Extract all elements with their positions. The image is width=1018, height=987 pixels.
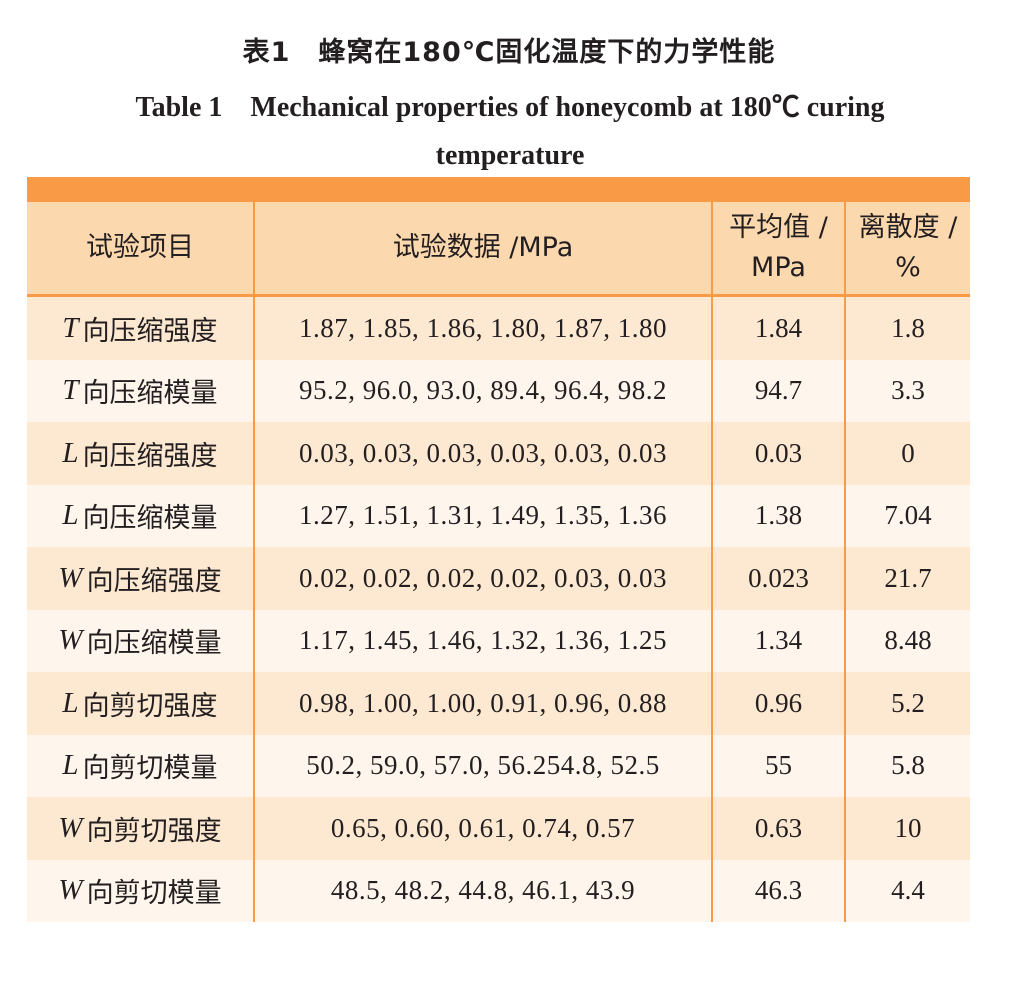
table-row: L 向压缩强度 0.03, 0.03, 0.03, 0.03, 0.03, 0.03… [27, 422, 970, 485]
direction-label: T [62, 374, 79, 407]
cell-test-data: 48.5, 48.2, 44.8, 46.1, 43.9 [255, 859, 713, 922]
cell-average: 1.84 [713, 297, 846, 360]
cell-dispersion: 10 [846, 797, 970, 860]
table-row: W 向剪切模量 48.5, 48.2, 44.8, 46.1, 43.9 46.3 4.… [27, 859, 970, 922]
cell-dispersion: 0 [846, 422, 970, 485]
cell-test-item: W 向压缩模量 [27, 609, 255, 672]
cell-dispersion: 7.04 [846, 484, 970, 547]
direction-label: L [62, 686, 79, 719]
item-label: 向压缩强度 [86, 565, 222, 597]
table-row: L 向压缩模量 1.27, 1.51, 1.31, 1.49, 1.35, 1.36… [27, 484, 970, 547]
cell-test-item: W 向剪切模量 [27, 859, 255, 922]
cell-test-data: 0.98, 1.00, 1.00, 0.91, 0.96, 0.88 [255, 672, 713, 735]
cell-dispersion: 21.7 [846, 547, 970, 610]
direction-label: W [58, 624, 83, 657]
cell-test-data: 0.02, 0.02, 0.02, 0.02, 0.03, 0.03 [255, 547, 713, 610]
cell-test-item: L 向压缩模量 [27, 484, 255, 547]
cell-average: 0.63 [713, 797, 846, 860]
cell-test-data: 0.65, 0.60, 0.61, 0.74, 0.57 [255, 797, 713, 860]
cell-test-data: 1.87, 1.85, 1.86, 1.80, 1.87, 1.80 [255, 297, 713, 360]
cell-test-item: L 向剪切模量 [27, 734, 255, 797]
cell-dispersion: 3.3 [846, 359, 970, 422]
direction-label: L [62, 499, 79, 532]
item-label: 向剪切模量 [82, 753, 218, 785]
cell-test-item: L 向剪切强度 [27, 672, 255, 735]
cell-test-item: T 向压缩模量 [27, 359, 255, 422]
cell-dispersion: 5.2 [846, 672, 970, 735]
cell-test-item: T 向压缩强度 [27, 297, 255, 360]
cell-average: 0.96 [713, 672, 846, 735]
cell-test-data: 1.27, 1.51, 1.31, 1.49, 1.35, 1.36 [255, 484, 713, 547]
cell-test-data: 1.17, 1.45, 1.46, 1.32, 1.36, 1.25 [255, 609, 713, 672]
direction-label: L [62, 749, 79, 782]
table-row: T 向压缩强度 1.87, 1.85, 1.86, 1.80, 1.87, 1.80… [27, 297, 970, 360]
table-row: L 向剪切模量 50.2, 59.0, 57.0, 56.254.8, 52.5 55… [27, 734, 970, 797]
header-average: 平均值 / MPa [713, 202, 846, 297]
item-label: 向压缩强度 [82, 315, 218, 347]
table-header-row: 试验项目 试验数据 /MPa 平均值 / MPa 离散度 / % [27, 202, 970, 297]
direction-label: W [58, 874, 83, 907]
table-row: W 向压缩强度 0.02, 0.02, 0.02, 0.02, 0.03, 0.03… [27, 547, 970, 610]
direction-label: W [58, 811, 83, 844]
cell-test-data: 0.03, 0.03, 0.03, 0.03, 0.03, 0.03 [255, 422, 713, 485]
item-label: 向剪切模量 [86, 878, 222, 910]
cell-dispersion: 4.4 [846, 859, 970, 922]
table-row: T 向压缩模量 95.2, 96.0, 93.0, 89.4, 96.4, 98.2… [27, 359, 970, 422]
cell-dispersion: 5.8 [846, 734, 970, 797]
cell-dispersion: 8.48 [846, 609, 970, 672]
cell-average: 94.7 [713, 359, 846, 422]
item-label: 向剪切强度 [82, 690, 218, 722]
item-label: 向剪切强度 [86, 815, 222, 847]
cell-test-data: 95.2, 96.0, 93.0, 89.4, 96.4, 98.2 [255, 359, 713, 422]
table-row: L 向剪切强度 0.98, 1.00, 1.00, 0.91, 0.96, 0.88… [27, 672, 970, 735]
direction-label: L [62, 436, 79, 469]
table-body: T 向压缩强度 1.87, 1.85, 1.86, 1.80, 1.87, 1.80… [27, 297, 970, 922]
table-row: W 向剪切强度 0.65, 0.60, 0.61, 0.74, 0.57 0.63 10 [27, 797, 970, 860]
table-row: W 向压缩模量 1.17, 1.45, 1.46, 1.32, 1.36, 1.25… [27, 609, 970, 672]
cell-average: 55 [713, 734, 846, 797]
header-dispersion: 离散度 / % [846, 202, 970, 297]
cell-test-item: W 向压缩强度 [27, 547, 255, 610]
cell-test-item: W 向剪切强度 [27, 797, 255, 860]
cell-test-data: 50.2, 59.0, 57.0, 56.254.8, 52.5 [255, 734, 713, 797]
table-caption-en: Table 1 Mechanical properties of honeyco… [135, 92, 885, 171]
cell-average: 1.38 [713, 484, 846, 547]
table-top-bar [27, 177, 970, 202]
item-label: 向压缩强度 [82, 440, 218, 472]
cell-average: 0.03 [713, 422, 846, 485]
direction-label: T [62, 311, 79, 344]
header-test-item: 试验项目 [27, 202, 255, 297]
header-test-data: 试验数据 /MPa [255, 202, 713, 297]
item-label: 向压缩模量 [86, 628, 222, 660]
table-caption-cn: 表1 蜂窝在180℃固化温度下的力学性能 [242, 37, 776, 68]
cell-dispersion: 1.8 [846, 297, 970, 360]
cell-average: 46.3 [713, 859, 846, 922]
direction-label: W [58, 561, 83, 594]
cell-average: 1.34 [713, 609, 846, 672]
properties-table: 试验项目 试验数据 /MPa 平均值 / MPa 离散度 / % T 向压缩强度 1… [27, 177, 970, 922]
cell-test-item: L 向压缩强度 [27, 422, 255, 485]
cell-average: 0.023 [713, 547, 846, 610]
item-label: 向压缩模量 [82, 378, 218, 410]
item-label: 向压缩模量 [82, 503, 218, 535]
